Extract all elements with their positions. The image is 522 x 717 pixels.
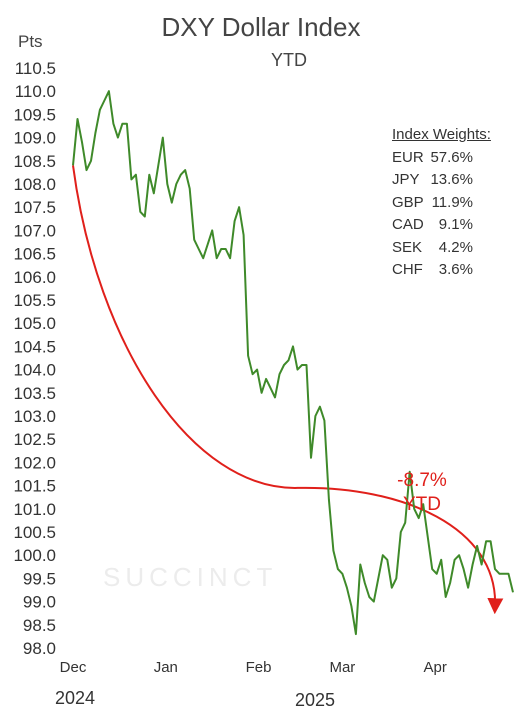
y-tick-label: 106.0 [13,268,56,287]
ytd-change-label: YTD [403,494,441,515]
trend-arrow [72,165,504,615]
weight-row: EUR 57.6% [392,147,491,170]
weight-currency: JPY [392,171,420,188]
y-tick-label: 107.0 [13,221,56,240]
index-weights-panel: Index Weights: EUR 57.6% JPY 13.6% GBP 11.9% C… [392,124,491,282]
y-tick-label: 109.0 [13,129,56,148]
y-tick-label: 101.5 [13,477,56,496]
y-tick-label: 98.0 [23,639,56,658]
y-tick-label: 100.5 [13,523,56,542]
y-tick-label: 110.5 [15,59,56,78]
index-weights-title: Index Weights: [392,126,491,143]
y-tick-label: 105.0 [13,314,56,333]
weight-percent: 9.1% [438,216,473,233]
y-axis-label: Pts [18,32,43,51]
weight-percent: 57.6% [430,148,473,166]
y-tick-label: 106.5 [13,245,56,264]
y-tick-label: 110.0 [15,82,56,101]
chart-title: DXY Dollar Index [161,12,361,42]
chart-subtitle: YTD [271,50,307,70]
y-tick-label: 98.5 [23,616,56,635]
weight-row: JPY 13.6% [392,169,491,192]
y-tick-label: 102.5 [13,430,56,449]
weight-currency: CAD [392,216,424,233]
weight-currency: GBP [392,193,424,211]
y-tick-label: 108.0 [13,175,56,194]
y-tick-label: 104.5 [13,337,56,356]
weight-percent: 13.6% [430,171,473,188]
weight-currency: SEK [392,238,423,256]
year-label-2024: 2024 [55,688,96,708]
x-tick-label: Dec [60,659,87,676]
x-tick-label: Feb [246,659,272,676]
y-tick-label: 105.5 [13,291,56,310]
y-tick-label: 108.5 [13,152,56,171]
weight-percent: 3.6% [438,261,473,278]
y-tick-label: 101.0 [13,500,56,519]
weight-percent: 11.9% [431,193,473,211]
y-tick-label: 107.5 [13,198,56,217]
y-tick-label: 100.0 [13,546,56,565]
series-line [72,90,514,636]
x-tick-label: Apr [424,659,447,676]
weight-currency: CHF [392,261,423,278]
weight-row: SEK 4.2% [392,237,491,260]
y-tick-label: 109.5 [13,105,56,124]
x-tick-label: Jan [154,659,178,676]
watermark-logo: SUCCINCT [103,562,278,592]
y-tick-label: 99.5 [23,569,56,588]
y-tick-label: 99.0 [23,593,56,612]
weight-currency: EUR [392,148,424,166]
x-tick-label: Mar [329,659,355,676]
year-label-2025: 2025 [295,690,336,710]
y-tick-label: 103.0 [13,407,56,426]
y-tick-label: 102.0 [13,453,56,472]
y-tick-label: 103.5 [13,384,56,403]
weight-percent: 4.2% [438,238,473,256]
weight-row: GBP 11.9% [392,192,491,215]
weight-row: CHF 3.6% [392,259,491,282]
weight-row: CAD 9.1% [392,214,491,237]
ytd-change-value: -8.7% [397,470,447,491]
ytd-change-annotation: -8.7% YTD [392,469,452,517]
y-tick-label: 104.0 [13,361,56,380]
